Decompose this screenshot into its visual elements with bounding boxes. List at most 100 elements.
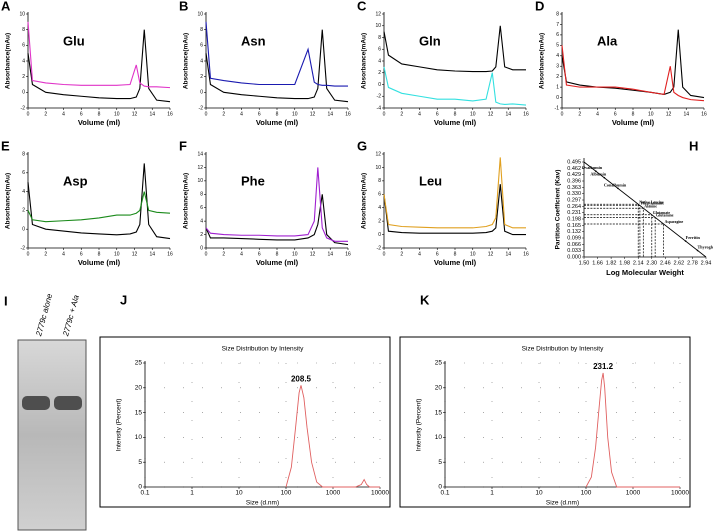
x-tick-label: 6 [80,251,83,257]
series-line [205,29,349,103]
y-tick-label: 0.495 [567,159,581,165]
x-tick-label: 10 [292,111,298,117]
x-tick-label: 1.50 [579,260,590,266]
x-tick-label: 1 [490,490,494,497]
standard-label: Thyroglobulin [698,244,713,249]
x-axis-label: Volume (ml) [78,118,121,127]
x-tick-label: 10000 [671,490,689,497]
x-tick-label: 2.78 [687,260,698,266]
y-tick-label: 8 [200,192,203,198]
y-tick-label: 0.297 [567,197,581,203]
y-tick-label: 4 [200,58,203,64]
x-tick-label: 1000 [326,490,341,497]
series-line [383,66,527,106]
sample-guide [584,203,639,257]
y-tick-label: 0.363 [567,185,581,191]
x-tick-label: 14 [327,111,333,117]
x-tick-label: 4 [62,251,65,257]
x-tick-label: 14 [327,251,333,257]
standard-point [595,170,597,173]
sample-label: Native Leucine [639,200,664,204]
x-tick-label: 14 [505,251,511,257]
y-tick-label: 0 [378,82,381,88]
x-tick-label: 100 [281,490,292,497]
x-tick-label: 12 [310,111,316,117]
amino-acid-label: Phe [241,173,265,188]
standard-label: Ovalbumin [582,165,603,170]
y-tick-label: 3 [556,64,559,70]
x-tick-label: 2.62 [674,260,685,266]
x-tick-label: 2.94 [701,260,712,266]
y-tick-label: 0 [438,484,442,491]
y-tick-label: 5 [556,43,559,49]
y-tick-label: 8 [22,27,25,33]
x-tick-label: 10 [292,251,298,257]
x-tick-label: 2 [578,111,581,117]
x-tick-label: 12 [310,251,316,257]
y-tick-label: 12 [375,11,381,17]
x-tick-label: 8 [454,111,457,117]
x-tick-label: 2 [400,111,403,117]
standard-point [696,249,699,252]
x-tick-label: 6 [258,111,261,117]
series-line [27,191,171,223]
panel-letter: F [179,138,187,153]
x-tick-label: 0 [27,251,30,257]
y-tick-label: 7 [556,22,559,28]
y-tick-label: 4 [22,189,25,195]
y-tick-label: 8 [556,11,559,17]
x-tick-label: 2 [400,251,403,257]
y-tick-label: -4 [377,105,382,111]
y-tick-label: 0.066 [567,242,581,248]
y-tick-label: 6 [200,205,203,211]
x-tick-label: 6 [436,251,439,257]
x-axis-label: Size (d.nm) [246,500,279,507]
panel-letter: D [535,0,544,13]
x-tick-label: 1000 [626,490,641,497]
x-tick-label: 16 [345,111,351,117]
y-tick-label: 2 [200,232,203,238]
y-tick-label: 0.264 [567,204,581,210]
y-axis-label: Intensity (Percent) [416,399,423,452]
y-tick-label: 25 [435,360,443,367]
y-tick-label: 2 [200,74,203,80]
y-axis-label: Absorbance(mAu) [183,33,190,89]
x-tick-label: 4 [240,251,243,257]
x-axis-label: Volume (ml) [78,258,121,267]
x-tick-label: 16 [167,111,173,117]
x-tick-label: 16 [523,111,529,117]
y-tick-label: 14 [197,151,203,157]
x-tick-label: 6 [614,111,617,117]
sample-guide [584,223,664,257]
series-line [205,21,348,87]
y-tick-label: 8 [200,27,203,33]
gel-band [22,396,50,410]
y-tick-label: -1 [555,105,560,111]
y-tick-label: 4 [378,205,381,211]
series-line [27,21,171,89]
x-tick-label: 10 [114,251,120,257]
series-line [205,194,349,246]
sample-guide [584,214,653,257]
y-tick-label: 0 [200,90,203,96]
series-line [27,163,171,240]
gel-image [17,339,87,531]
y-tick-label: -2 [21,245,26,251]
panel-letter: K [420,292,430,307]
amino-acid-label: Gln [419,33,441,48]
x-tick-label: 0 [383,111,386,117]
x-tick-label: 1.66 [592,260,603,266]
x-tick-label: 10 [535,490,543,497]
y-tick-label: 6 [378,47,381,53]
y-tick-label: 8 [22,151,25,157]
x-tick-label: 12 [488,111,494,117]
amino-acid-label: Asn [241,33,266,48]
x-tick-label: 2.14 [633,260,644,266]
x-tick-label: 8 [98,111,101,117]
standard-label: Ferritin [686,235,701,240]
panel-letter: I [4,293,8,308]
x-tick-label: 10000 [371,490,389,497]
lane-label: 2779c alone [34,292,54,338]
chart-title: Size Distribution by Intensity [522,346,604,353]
y-tick-label: 6 [22,43,25,49]
